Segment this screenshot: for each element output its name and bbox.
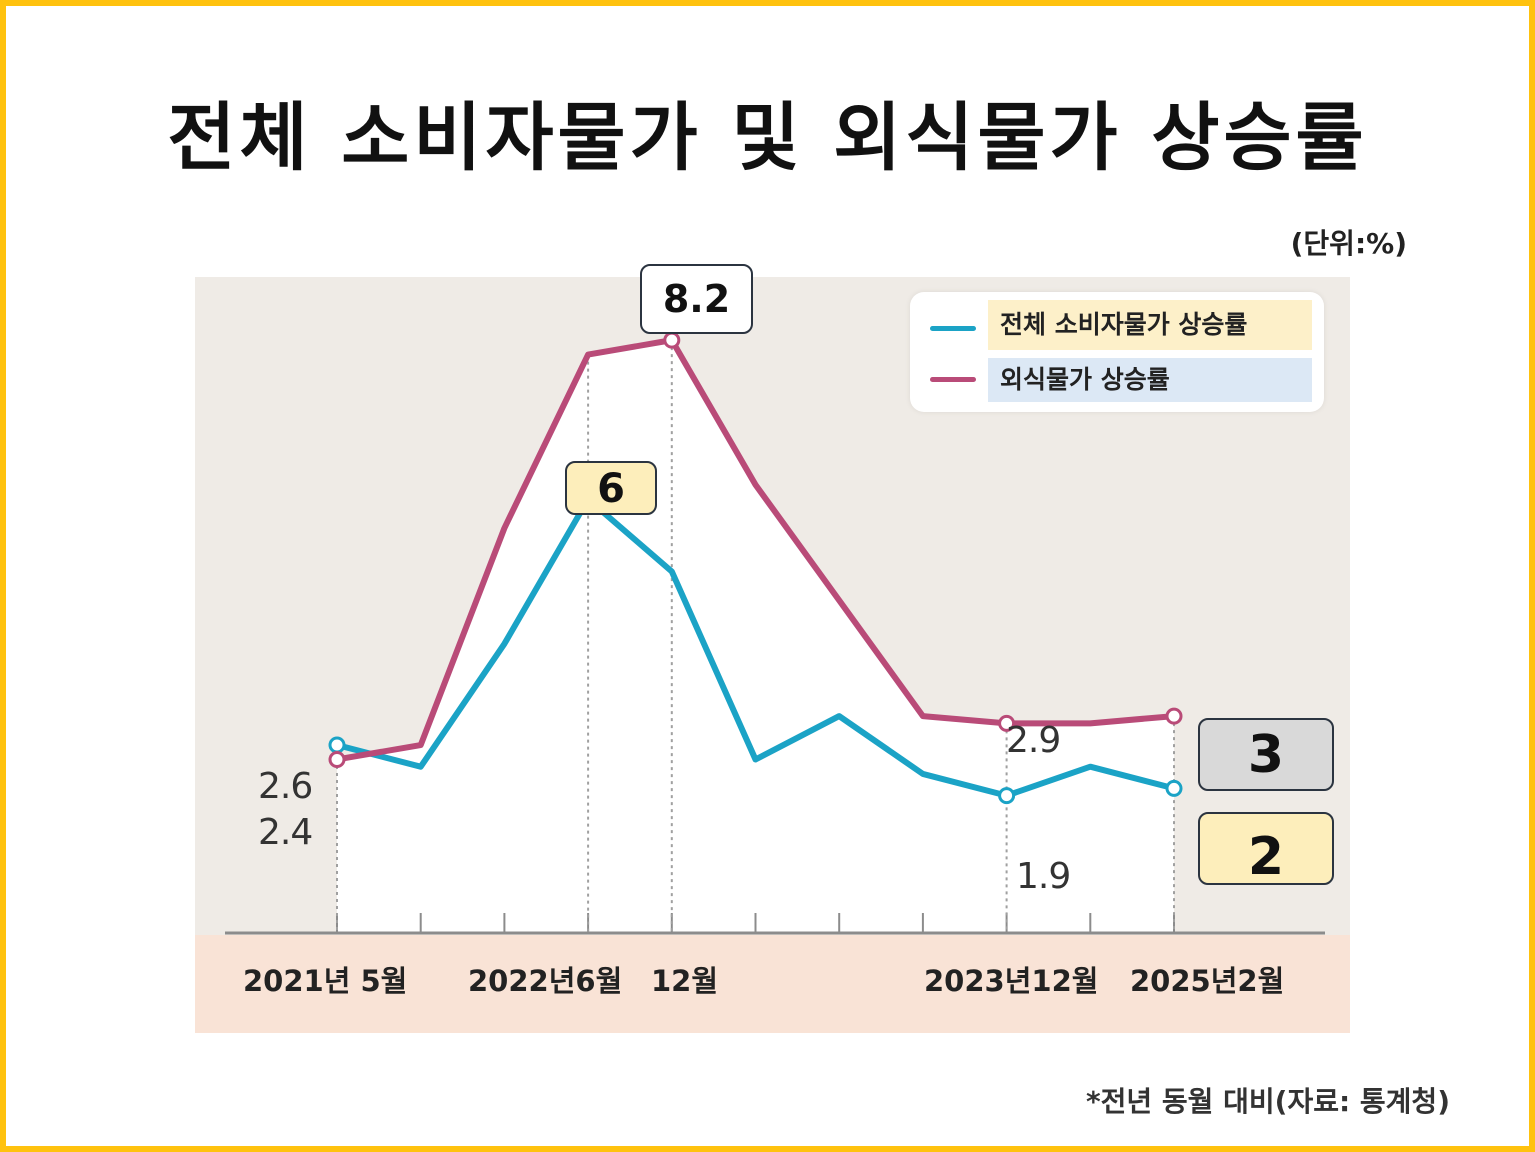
callout-dining-latest: 3	[1198, 718, 1334, 791]
series-line-consumer	[336, 496, 1175, 799]
data-point-consumer	[328, 736, 346, 754]
callout-consumer-latest: 2	[1198, 812, 1334, 887]
legend: 전체 소비자물가 상승률 외식물가 상승률	[910, 292, 1324, 412]
data-point-dining	[1165, 707, 1183, 725]
source-note: *전년 동월 대비(자료: 통계청)	[1085, 1085, 1450, 1118]
data-point-consumer	[1165, 779, 1183, 797]
value-label-consumer-start: 2.6	[258, 766, 313, 807]
unit-label: (단위:%)	[1290, 227, 1407, 260]
callout-consumer-peak: 6	[565, 461, 657, 515]
chart-title: 전체 소비자물가 및 외식물가 상승률	[167, 95, 1368, 181]
legend-swatch-dining	[930, 377, 976, 382]
series-line-dining	[336, 337, 1175, 763]
legend-swatch-consumer	[930, 326, 976, 331]
data-point-consumer	[998, 787, 1016, 805]
value-label-dining-start: 2.4	[258, 812, 313, 853]
x-tick-label-2021-5: 2021년 5월	[243, 964, 408, 998]
data-point-dining	[663, 331, 681, 349]
legend-label-dining: 외식물가 상승률	[988, 358, 1312, 402]
x-axis-band	[195, 935, 1350, 1033]
x-tick-label-2022-6: 2022년6월	[468, 964, 623, 998]
x-tick-label-2025-2: 2025년2월	[1130, 964, 1285, 998]
legend-label-consumer: 전체 소비자물가 상승률	[988, 300, 1312, 350]
x-tick-label-12: 12월	[651, 964, 719, 998]
data-point-dining	[328, 750, 346, 768]
data-point-dining	[998, 714, 1016, 732]
callout-dining-peak: 8.2	[640, 264, 753, 334]
value-label-dining-2023: 2.9	[1006, 720, 1061, 761]
value-label-consumer-2023: 1.9	[1016, 856, 1071, 897]
x-tick-label-2023-12: 2023년12월	[924, 964, 1099, 998]
